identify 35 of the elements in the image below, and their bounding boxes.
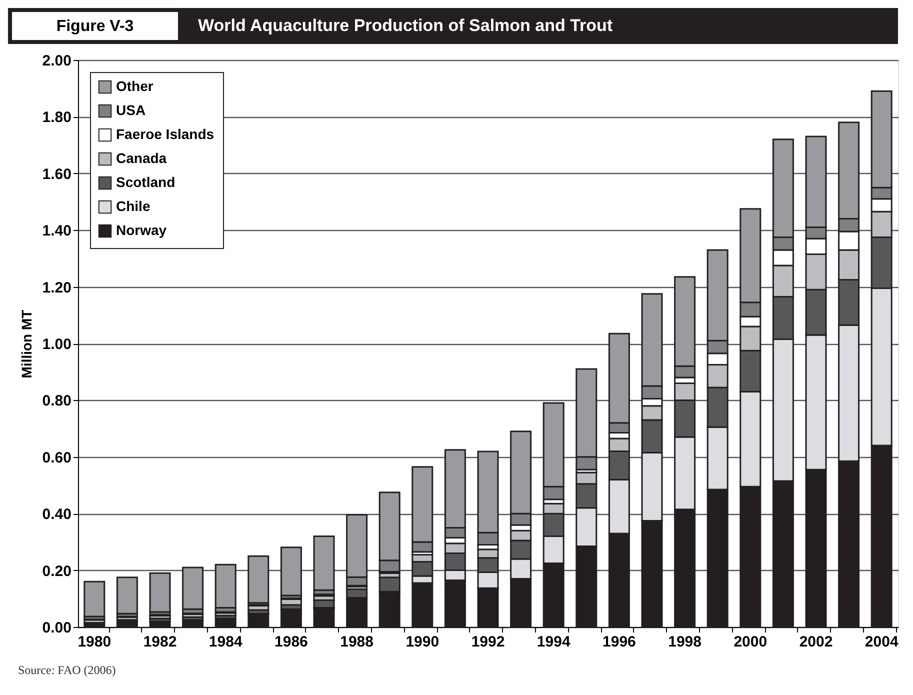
chart-title: World Aquaculture Production of Salmon and Trout [198, 16, 613, 35]
x-tick-label: 1994 [536, 634, 571, 650]
y-tick-label: 2.00 [42, 52, 72, 70]
x-tick-label: 1998 [668, 634, 702, 650]
x-tick-label: 2002 [799, 634, 833, 650]
legend-label: Chile [116, 198, 150, 214]
x-tick-label: 1988 [340, 634, 374, 650]
legend-label: Norway [116, 222, 167, 238]
x-tick-label: 2004 [864, 634, 899, 650]
y-tick-label: 1.60 [42, 166, 72, 183]
x-tick-label: 1986 [274, 634, 308, 650]
x-tick-label: 1984 [208, 634, 243, 650]
y-tick-label: 1.80 [42, 109, 72, 126]
y-tick-label: 0.80 [42, 392, 72, 410]
x-tick-label: 1980 [78, 634, 112, 650]
y-tick-label: 1.20 [42, 279, 72, 296]
legend-label: USA [116, 102, 146, 118]
legend-label: Other [116, 78, 154, 94]
y-tick-label: 0.00 [42, 620, 72, 636]
y-tick-label: 0.60 [42, 449, 72, 466]
y-tick-label: 1.40 [42, 222, 72, 240]
legend-label: Canada [116, 150, 167, 166]
x-tick-label: 1982 [143, 634, 177, 650]
y-tick-label: 0.20 [42, 562, 72, 580]
source-note: Source: FAO (2006) [18, 663, 116, 677]
legend-label: Scotland [116, 174, 176, 190]
y-axis-title: Million MT [18, 309, 34, 378]
y-tick-label: 0.40 [42, 506, 72, 524]
x-tick-label: 1992 [471, 634, 505, 650]
x-tick-label: 1996 [602, 634, 636, 650]
x-tick-label: 2000 [734, 634, 768, 650]
y-tick-label: 1.00 [42, 336, 72, 353]
x-tick-label: 1990 [406, 634, 440, 650]
chart-subtitle: Figure V-3 [56, 18, 134, 35]
legend-label: Faeroe Islands [116, 126, 214, 142]
